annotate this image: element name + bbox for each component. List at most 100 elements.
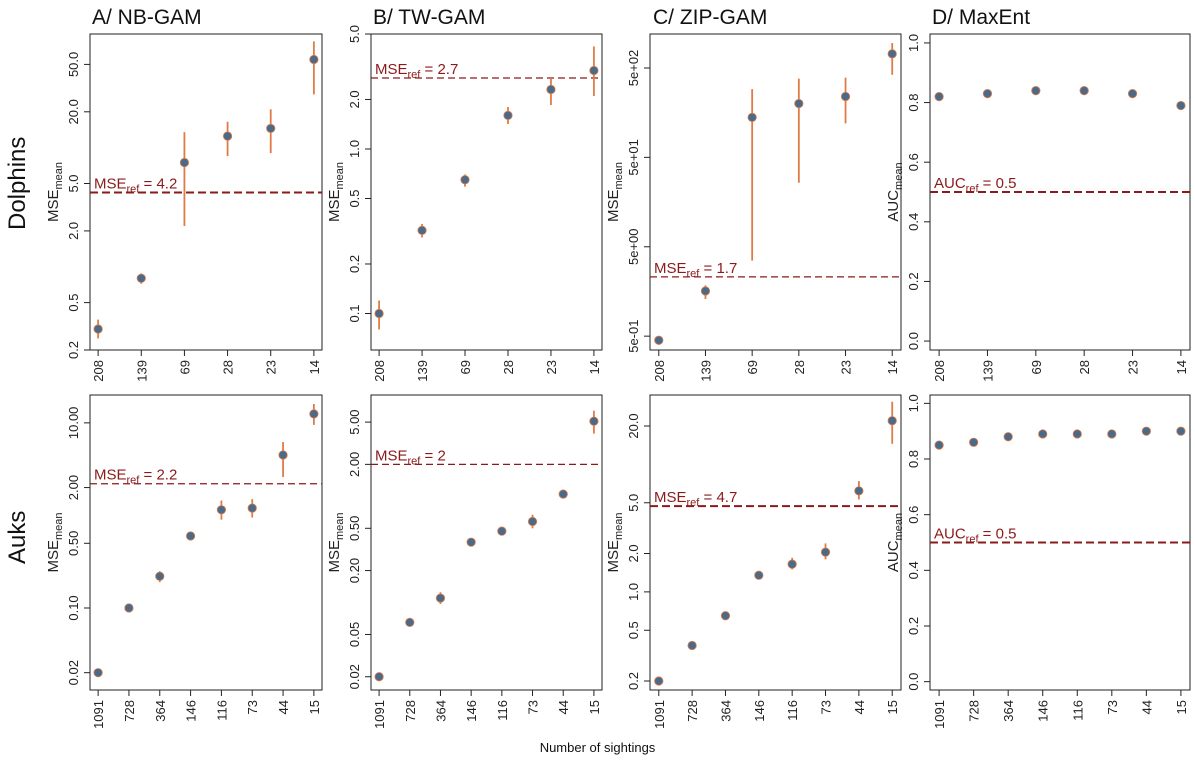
x-tick-label: 73 bbox=[1105, 700, 1120, 714]
data-point bbox=[1141, 426, 1151, 436]
data-point bbox=[589, 416, 599, 426]
data-point bbox=[179, 157, 190, 168]
y-axis-label: AUCmean bbox=[885, 162, 905, 221]
x-tick-label: 14 bbox=[1174, 360, 1189, 374]
x-tick-label: 146 bbox=[752, 700, 767, 722]
data-point bbox=[503, 110, 513, 121]
data-point bbox=[1176, 100, 1186, 111]
y-axis-label-sub: mean bbox=[893, 162, 905, 190]
x-tick-label: 44 bbox=[1139, 700, 1154, 714]
y-axis-label-sub: mean bbox=[613, 512, 625, 540]
y-axis-label-sub: mean bbox=[53, 162, 65, 190]
y-axis-label: MSEmean bbox=[45, 512, 65, 572]
y-axis-label-main: MSE bbox=[326, 540, 343, 573]
data-point bbox=[700, 286, 711, 296]
y-axis-label: MSEmean bbox=[605, 162, 625, 222]
reference-label-main: MSE bbox=[375, 447, 408, 464]
reference-label: AUCref = 0.5 bbox=[934, 526, 1016, 546]
y-tick-label: 5.0 bbox=[66, 174, 81, 192]
data-point bbox=[405, 617, 415, 627]
y-tick-label: 0.50 bbox=[347, 516, 362, 541]
data-point bbox=[1072, 429, 1082, 439]
y-tick-label: 0.4 bbox=[906, 213, 921, 231]
y-tick-label: 1.0 bbox=[347, 140, 362, 158]
data-point bbox=[309, 54, 319, 65]
y-tick-label: 0.0 bbox=[906, 332, 921, 350]
x-tick-label: 69 bbox=[1029, 360, 1044, 374]
data-point bbox=[754, 570, 764, 580]
y-tick-label: 5e+00 bbox=[626, 229, 641, 266]
plot-frame bbox=[89, 394, 323, 691]
x-tick-label: 73 bbox=[526, 700, 541, 714]
reference-label-value: = 2 bbox=[420, 447, 445, 464]
x-tick-label: 728 bbox=[122, 700, 137, 722]
y-tick-label: 0.2 bbox=[347, 255, 362, 273]
data-point bbox=[720, 611, 731, 621]
data-point bbox=[969, 437, 979, 447]
data-point bbox=[934, 440, 944, 450]
x-tick-label: 23 bbox=[1126, 360, 1141, 374]
x-tick-label: 364 bbox=[1001, 700, 1016, 722]
y-tick-label: 0.10 bbox=[66, 595, 81, 620]
x-tick-label: 23 bbox=[839, 360, 854, 374]
x-tick-label: 116 bbox=[495, 700, 510, 721]
data-point bbox=[934, 92, 944, 102]
y-axis-label-sub: mean bbox=[334, 512, 346, 540]
data-point bbox=[654, 335, 664, 345]
x-tick-label: 69 bbox=[177, 360, 192, 374]
reference-label: MSEref = 4.2 bbox=[94, 176, 177, 196]
x-tick-label: 728 bbox=[967, 700, 982, 722]
data-point bbox=[1107, 429, 1117, 439]
y-tick-label: 0.5 bbox=[66, 294, 81, 312]
x-tick-label: 15 bbox=[1174, 700, 1189, 714]
y-axis-label: MSEmean bbox=[45, 162, 65, 222]
y-axis-label: MSEmean bbox=[605, 512, 625, 572]
data-point bbox=[466, 537, 476, 547]
y-tick-label: 0.5 bbox=[626, 621, 641, 639]
data-point bbox=[1127, 89, 1138, 99]
x-tick-label: 139 bbox=[134, 360, 149, 382]
reference-label-sub: ref bbox=[687, 268, 701, 280]
data-point bbox=[589, 65, 599, 76]
row-label-auks: Auks bbox=[4, 510, 31, 564]
x-tick-label: 208 bbox=[91, 360, 106, 382]
x-tick-label: 15 bbox=[587, 700, 602, 714]
y-tick-label: 2.0 bbox=[347, 90, 362, 108]
reference-label-value: = 0.5 bbox=[979, 526, 1017, 543]
y-tick-label: 0.0 bbox=[906, 673, 921, 691]
data-point bbox=[527, 516, 538, 527]
x-tick-label: 14 bbox=[587, 360, 602, 374]
y-axis-label: AUCmean bbox=[885, 513, 905, 572]
panel-title-c: C/ ZIP-GAM bbox=[653, 6, 768, 29]
reference-label-sub: ref bbox=[687, 497, 701, 509]
reference-label-sub: ref bbox=[127, 475, 141, 487]
x-tick-label: 208 bbox=[652, 360, 667, 382]
data-point bbox=[794, 98, 804, 109]
x-tick-label: 69 bbox=[458, 360, 473, 374]
x-tick-label: 14 bbox=[307, 360, 322, 374]
x-tick-label: 73 bbox=[245, 700, 260, 714]
x-tick-label: 44 bbox=[556, 700, 571, 714]
y-tick-label: 1.0 bbox=[626, 583, 641, 601]
y-tick-label: 1.0 bbox=[906, 34, 921, 52]
y-tick-label: 0.5 bbox=[347, 189, 362, 207]
x-tick-label: 139 bbox=[415, 360, 430, 382]
y-tick-label: 0.6 bbox=[906, 506, 921, 524]
panel-title-b: B/ TW-GAM bbox=[373, 6, 486, 29]
data-point bbox=[185, 531, 196, 541]
x-tick-label: 208 bbox=[372, 360, 387, 382]
x-tick-label: 1091 bbox=[932, 700, 947, 729]
data-point bbox=[1031, 86, 1041, 96]
reference-label: MSEref = 1.7 bbox=[654, 260, 737, 280]
reference-label-main: AUC bbox=[934, 175, 966, 192]
y-axis-label: MSEmean bbox=[326, 512, 346, 572]
reference-label-main: MSE bbox=[94, 176, 127, 193]
y-tick-label: 0.2 bbox=[906, 617, 921, 635]
reference-label: MSEref = 2 bbox=[375, 447, 446, 467]
plot-frame bbox=[370, 33, 603, 351]
data-point bbox=[216, 505, 227, 515]
reference-label: MSEref = 2.7 bbox=[375, 61, 458, 81]
row-label-dolphins: Dolphins bbox=[4, 136, 31, 230]
